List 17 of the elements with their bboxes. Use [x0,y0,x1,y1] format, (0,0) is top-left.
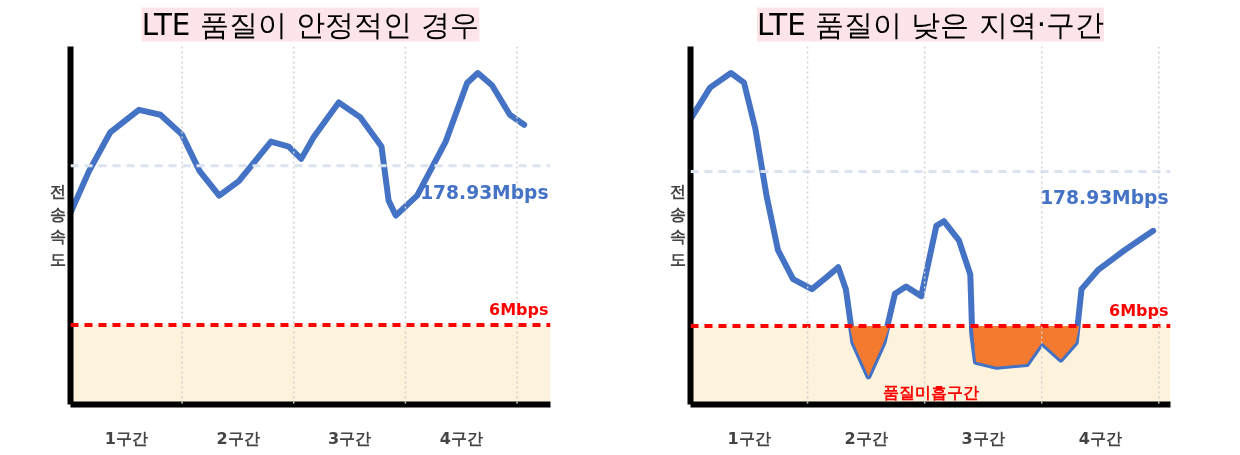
y-axis-title: 전송속도 [669,181,686,270]
x-tick-label: 1구간 [104,428,148,448]
x-tick-label: 2구간 [844,428,888,448]
x-tick-label: 1구간 [727,428,771,448]
x-tick-label: 3구간 [961,428,1005,448]
ref-line-label: 6Mbps [489,299,549,319]
ref-line-label: 178.93Mbps [420,181,549,203]
x-tick-label: 4구간 [1078,428,1122,448]
x-tick-label: 3구간 [328,428,372,448]
x-tick-label: 2구간 [216,428,260,448]
x-tick-label: 4구간 [439,428,483,448]
ref-line-label: 6Mbps [1109,300,1169,320]
ref-line-label: 178.93Mbps [1040,187,1169,209]
chart-title: LTE 품질이 안정적인 경우 [141,7,480,42]
chart-title: LTE 품질이 낮은 지역·구간 [756,7,1105,42]
y-axis-title: 전송속도 [49,181,66,270]
annotation: 품질미흡구간 [882,382,979,402]
